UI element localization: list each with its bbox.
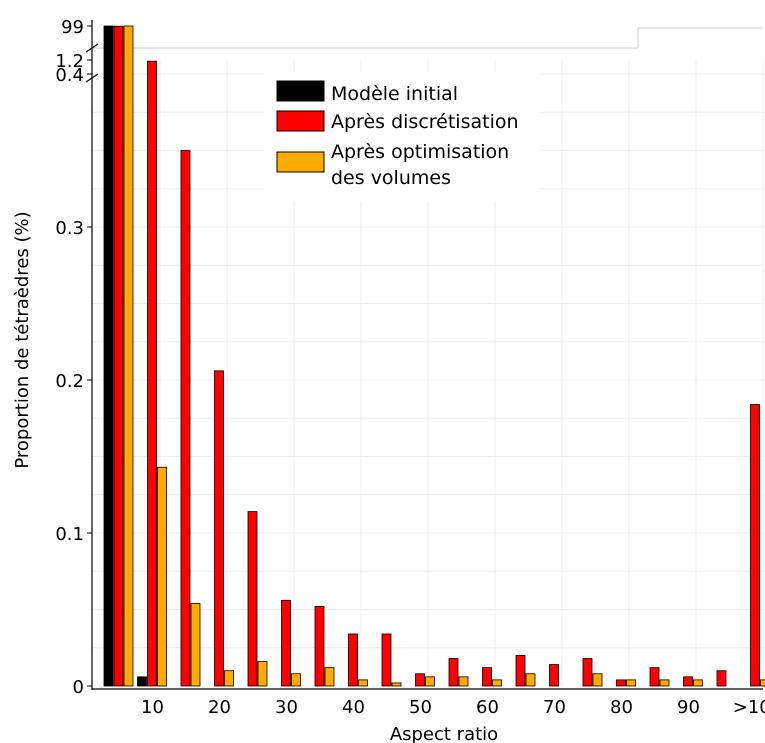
bar-2-3	[224, 670, 234, 687]
bar-1-4	[247, 511, 258, 687]
x-tick-label: 80	[610, 697, 633, 718]
bar-1-18	[716, 670, 727, 687]
bar-2-7	[358, 679, 368, 687]
bar-0-1	[137, 676, 147, 687]
bars	[103, 25, 765, 687]
y-tick-label: 0.3	[55, 218, 84, 239]
bar-1-11	[482, 667, 492, 687]
legend-label-2: Après optimisation	[331, 141, 509, 163]
x-tick-label: 70	[543, 697, 566, 718]
y-tick-label: 0.2	[55, 371, 84, 392]
bar-2-4	[257, 661, 268, 687]
axes	[85, 20, 763, 690]
bar-0-0	[103, 25, 114, 687]
bar-1-14	[582, 658, 593, 687]
axis-break-mark	[85, 73, 99, 83]
bar-1-13	[549, 664, 559, 687]
upper-panel-border	[92, 27, 763, 49]
bar-2-14	[592, 673, 603, 687]
bar-1-5	[281, 599, 291, 687]
y-break-tick-label: 99	[61, 17, 84, 38]
bar-2-15	[626, 679, 636, 687]
x-tick-label: 30	[275, 697, 298, 718]
bar-1-0	[113, 25, 124, 687]
bar-1-17	[683, 676, 693, 687]
bar-1-15	[616, 679, 626, 687]
bar-2-9	[425, 676, 435, 687]
y-tick-label: 0.1	[55, 524, 84, 545]
bar-2-2	[190, 602, 201, 687]
bar-1-6	[314, 606, 325, 687]
legend-label-1: Après discrétisation	[331, 111, 519, 133]
x-tick-label: 20	[208, 697, 231, 718]
bar-2-16	[659, 679, 670, 687]
bar-1-2	[180, 150, 191, 687]
x-axis-title: Aspect ratio	[390, 724, 498, 743]
legend-swatch-1	[276, 110, 325, 132]
legend-label-2: des volumes	[331, 167, 451, 189]
bar-2-17	[693, 679, 703, 687]
ticks: 0 0.1 0.2 0.3 0.41.2 99 10 20 30 40 50 60 70 80 90 >100	[55, 17, 765, 718]
bar-2-1	[157, 466, 167, 687]
bar-2-8	[391, 682, 402, 687]
x-tick-label: 50	[409, 697, 432, 718]
legend-swatch-2	[276, 151, 325, 173]
bar-1-16	[649, 667, 660, 687]
bar-2-5	[291, 673, 301, 687]
x-tick-label: >100	[733, 697, 765, 718]
bar-1-3	[214, 370, 224, 687]
bar-2-6	[324, 667, 335, 687]
bar-2-12	[525, 673, 536, 687]
y-axis-title: Proportion de tétraèdres (%)	[12, 211, 33, 468]
axis-break-mark	[85, 43, 99, 53]
x-tick-label: 90	[677, 697, 700, 718]
bar-2-19	[760, 679, 765, 687]
y-tick-label: 0.4	[55, 65, 84, 86]
bar-2-0	[123, 25, 134, 687]
bar-1-10	[448, 658, 459, 687]
bar-1-7	[348, 633, 358, 687]
legend-label-0: Modèle initial	[331, 83, 458, 105]
bar-1-1	[147, 60, 157, 687]
y-break-tick-label: 1.2	[55, 51, 84, 72]
legend-swatch-0	[276, 80, 325, 102]
bar-2-10	[458, 676, 469, 687]
x-tick-label: 40	[342, 697, 365, 718]
y-tick-label: 0	[73, 677, 84, 698]
bar-1-8	[381, 633, 392, 687]
bar-1-19	[750, 404, 760, 687]
bar-2-11	[492, 679, 502, 687]
bar-1-12	[515, 655, 526, 687]
legend: Modèle initial Après discrétisation Après …	[264, 72, 540, 202]
x-tick-label: 10	[141, 697, 164, 718]
bar-1-9	[415, 673, 425, 687]
x-tick-label: 60	[476, 697, 499, 718]
